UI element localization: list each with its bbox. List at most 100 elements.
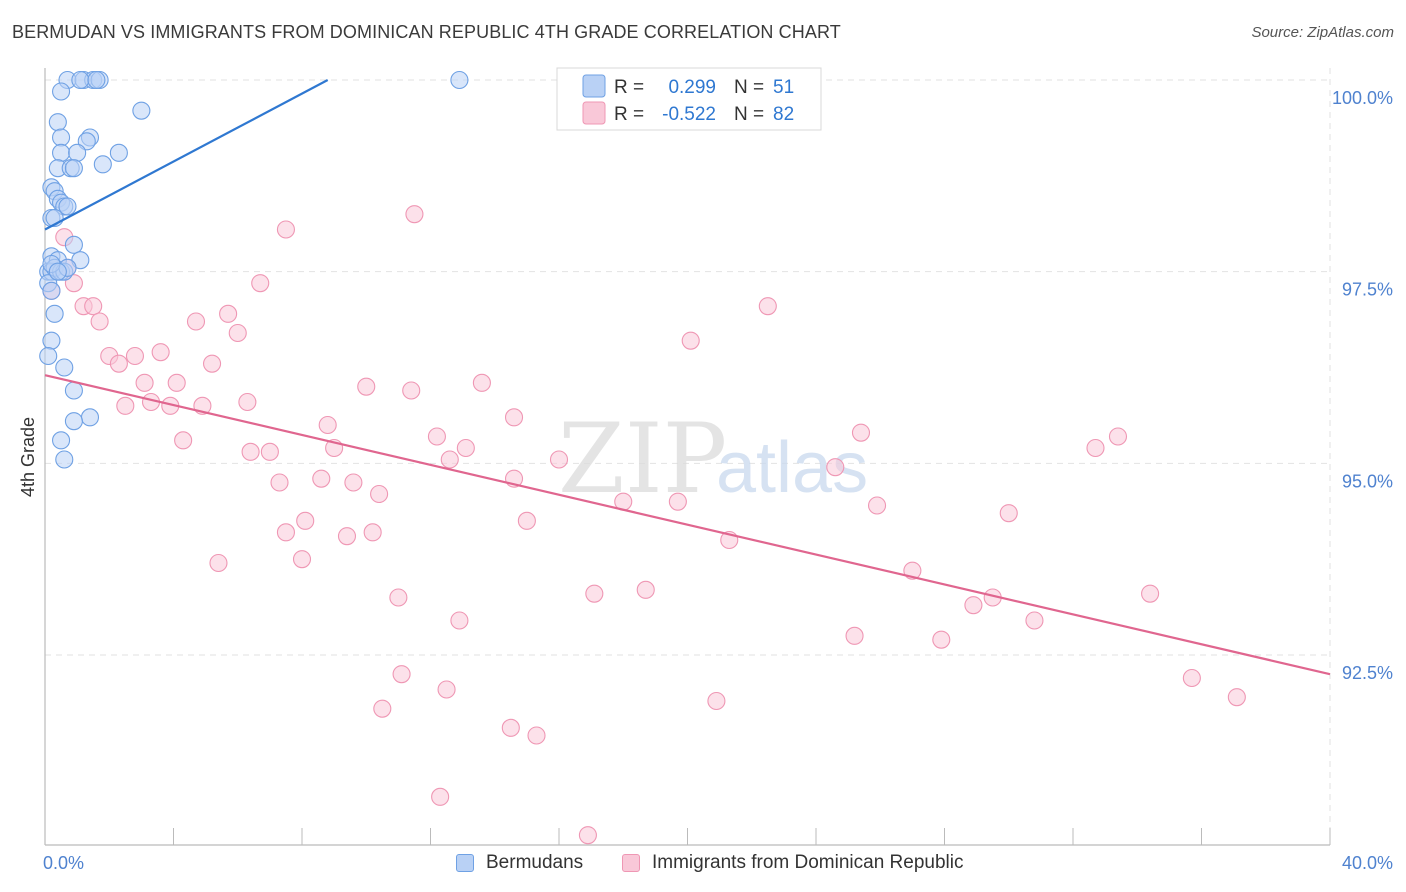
y-tick-label-2: 95.0% — [1342, 471, 1393, 491]
bermudan-point-50 — [48, 262, 67, 281]
dominican-trend-line — [44, 374, 1331, 676]
dominican-point-60 — [636, 580, 655, 599]
legend-item-dominican[interactable]: Immigrants from Dominican Republic — [622, 852, 964, 874]
bermudan-point-46 — [64, 412, 83, 431]
dominican-point-15 — [125, 346, 144, 366]
bermudan-point-6 — [87, 70, 106, 90]
dominican-point-27 — [238, 392, 257, 412]
bermudan-point-40 — [45, 304, 64, 323]
dominican-point-33 — [260, 442, 279, 461]
dominican-point-28 — [174, 431, 193, 450]
legend-label-bermudans: Bermudans — [486, 852, 584, 873]
bermudan-trend-line — [44, 79, 329, 231]
stats-legend: R = 0.299 N = 51 R = -0.522 N = 82 — [556, 67, 822, 131]
dominican-point-64 — [1025, 611, 1044, 630]
y-tick-label-3: 92.5% — [1342, 663, 1393, 683]
bottom-legend: Bermudans Immigrants from Dominican Repu… — [0, 850, 1406, 880]
legend-item-bermudans[interactable]: Bermudans — [456, 852, 583, 874]
stats-r-value-bermudans: 0.299 — [668, 77, 716, 98]
watermark-zip: ZIP — [558, 403, 727, 515]
bermudan-point-28 — [64, 235, 83, 254]
dominican-point-12 — [228, 323, 247, 343]
stats-swatch-dominican — [582, 101, 606, 125]
stats-r-label-bermudans: R = — [614, 77, 644, 98]
dominican-point-81 — [578, 826, 597, 845]
dominican-point-41 — [370, 484, 389, 504]
bermudan-point-45 — [80, 408, 100, 427]
dominican-point-32 — [241, 442, 260, 461]
bermudan-point-25 — [58, 197, 77, 216]
dominican-point-29 — [318, 415, 337, 435]
bermudan-point-44 — [64, 381, 83, 400]
bermudan-point-10 — [52, 128, 71, 147]
source-label: Source: ZipAtlas.com — [1251, 24, 1394, 41]
dominican-point-38 — [270, 473, 289, 492]
chart-title: BERMUDAN VS IMMIGRANTS FROM DOMINICAN RE… — [12, 22, 841, 42]
dominican-point-49 — [867, 496, 887, 515]
dominican-point-58 — [389, 588, 408, 607]
x-tick-label-min: 0.0% — [43, 853, 84, 873]
legend-swatch-dominican — [622, 854, 640, 872]
bermudan-point-41 — [42, 331, 61, 350]
dominican-point-35 — [440, 450, 459, 469]
dominican-point-9 — [251, 274, 270, 293]
dominican-point-8 — [405, 205, 424, 224]
bermudan-point-18 — [64, 159, 83, 178]
bermudan-point-47 — [52, 431, 71, 450]
dominican-point-65 — [1141, 584, 1160, 603]
dominican-point-51 — [276, 523, 295, 542]
bermudan-point-4 — [450, 70, 469, 90]
dominican-point-14 — [109, 354, 128, 373]
dominican-point-52 — [337, 527, 357, 546]
bermudan-point-19 — [93, 155, 112, 174]
y-axis-tick-labels: 100.0% 97.5% 95.0% 92.5% — [1332, 88, 1393, 683]
dominican-point-19 — [167, 373, 186, 392]
dominican-point-66 — [1086, 438, 1105, 458]
stats-n-label-dominican: N = — [734, 104, 764, 125]
dominican-point-74 — [501, 718, 520, 737]
dominican-point-71 — [392, 665, 411, 684]
trend-lines — [44, 79, 1331, 676]
dominican-point-67 — [1108, 427, 1128, 446]
dominican-point-78 — [1227, 688, 1246, 707]
data-points — [39, 70, 1246, 845]
dominican-point-11 — [186, 312, 206, 331]
dominican-point-21 — [402, 381, 421, 400]
dominican-point-80 — [431, 787, 450, 806]
dominican-point-77 — [1182, 668, 1201, 688]
dominican-point-17 — [203, 354, 222, 373]
dominican-point-5 — [84, 297, 103, 316]
stats-n-label-bermudans: N = — [734, 77, 764, 98]
x-axis-ticks — [173, 828, 1331, 845]
watermark-atlas: atlas — [716, 428, 868, 508]
dominican-point-31 — [504, 408, 524, 427]
dominican-point-45 — [681, 331, 700, 350]
dominican-point-22 — [472, 373, 491, 392]
dominican-point-48 — [851, 423, 871, 442]
bermudan-point-8 — [132, 101, 151, 120]
legend-swatch-bermudans — [456, 854, 474, 872]
dominican-point-73 — [373, 699, 392, 718]
bermudan-point-13 — [52, 143, 71, 162]
bermudan-point-39 — [42, 281, 61, 300]
dominican-point-57 — [292, 550, 312, 569]
dominican-point-40 — [344, 473, 363, 492]
dominican-point-56 — [209, 553, 228, 573]
dominican-point-53 — [363, 523, 382, 542]
dominican-point-7 — [276, 220, 295, 239]
dominican-point-36 — [456, 438, 475, 458]
dominican-point-37 — [549, 450, 569, 469]
bermudan-point-9 — [48, 113, 67, 132]
bermudan-point-7 — [52, 82, 71, 101]
bermudan-point-14 — [68, 143, 87, 162]
bermudan-point-15 — [109, 143, 128, 162]
dominican-point-50 — [296, 511, 315, 530]
stats-n-value-dominican: 82 — [773, 104, 794, 125]
dominican-point-54 — [517, 511, 536, 530]
dominican-point-75 — [527, 726, 546, 745]
dominican-point-30 — [427, 427, 446, 446]
dominican-point-10 — [219, 304, 238, 323]
bermudan-point-5 — [71, 70, 90, 90]
dominican-point-68 — [450, 611, 469, 630]
